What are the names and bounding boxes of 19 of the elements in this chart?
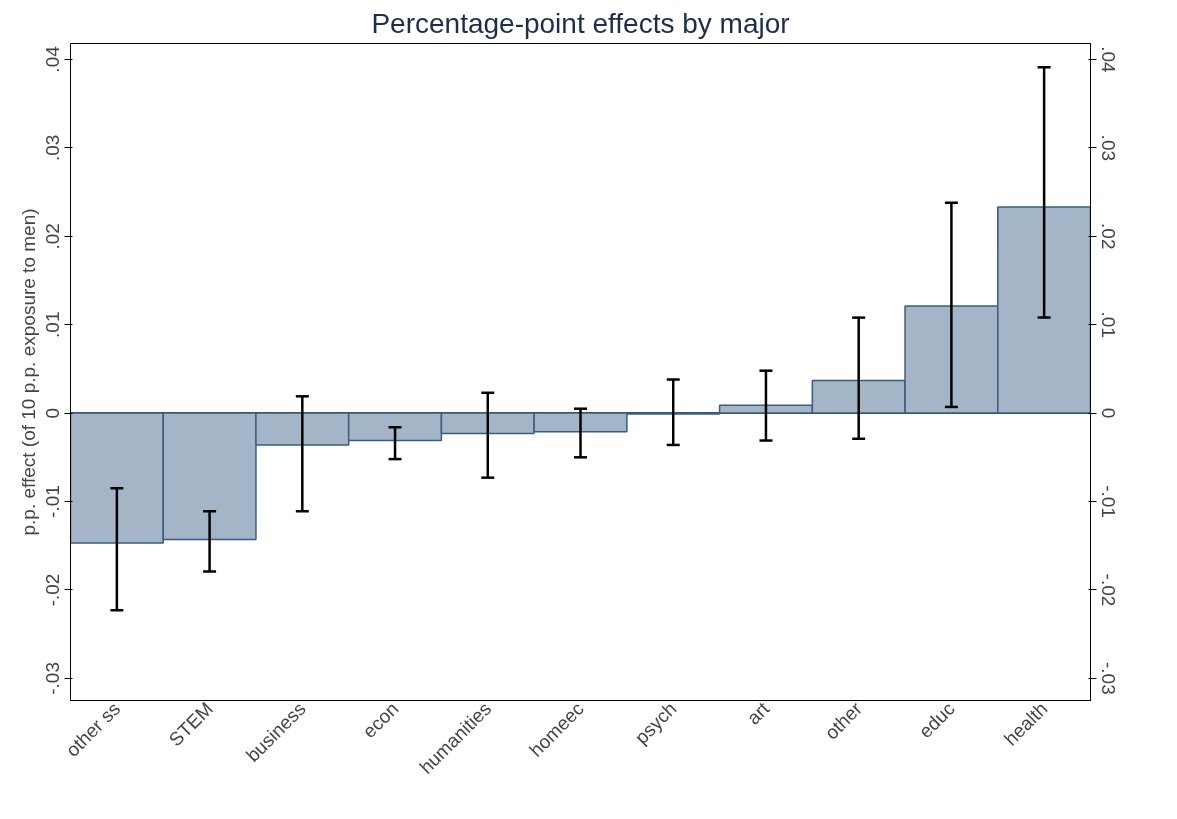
y-axis-title: p.p. effect (of 10 p.p. exposure to men) [17,208,39,536]
y2-tick-label: .02 [1097,223,1119,250]
y-tick-label: -.03 [42,662,64,695]
y-tick-label: 0 [42,407,64,419]
y2-tick-label: -.03 [1097,662,1119,695]
y2-tick-label: .04 [1097,46,1119,74]
y2-tick-label: 0 [1097,407,1119,419]
y2-tick-label: .01 [1097,311,1119,338]
chart-title: Percentage-point effects by major [371,7,790,39]
y-tick-label: .03 [42,134,64,162]
y2-tick-label: .03 [1097,134,1119,162]
y2-tick-label: -.02 [1097,573,1119,607]
y-tick-label: -.01 [42,485,64,518]
y-tick-label: -.02 [42,573,64,607]
y-tick-label: .01 [42,311,64,338]
x-tick-label: art [742,697,774,729]
y-tick-label: .04 [42,45,64,73]
y2-tick-label: -.01 [1097,485,1119,518]
y-tick-label: .02 [42,223,64,250]
